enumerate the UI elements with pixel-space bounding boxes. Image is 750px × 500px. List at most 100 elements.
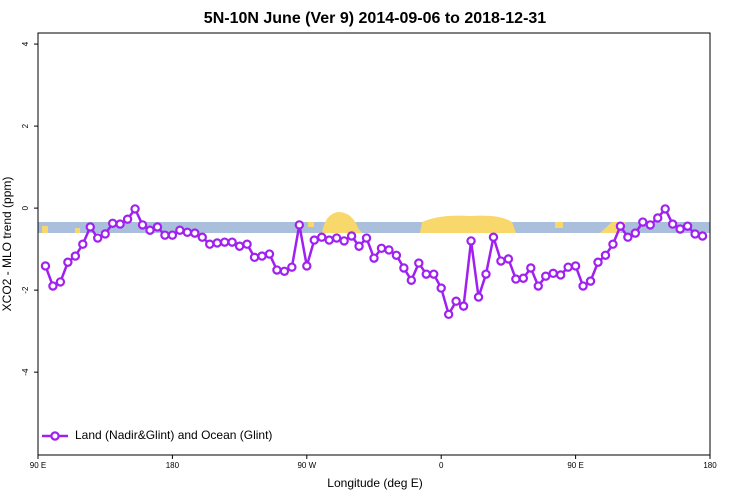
data-point [107,218,118,228]
x-axis-label: Longitude (deg E) [327,476,422,490]
data-point [130,204,140,214]
data-point [40,261,51,271]
data-point [541,271,551,281]
data-point [682,221,693,231]
data-point [242,239,252,249]
data-point [376,243,387,254]
data-point [339,236,349,246]
data-point [443,309,454,320]
data-point [294,220,305,230]
data-point [175,225,185,235]
data-point [421,269,431,279]
y-axis-label: XCO2 - MLO trend (ppm) [0,177,14,312]
data-point [451,296,461,306]
data-point [623,232,633,242]
data-point [630,228,641,238]
data-point [414,258,424,268]
data-point [608,239,618,249]
data-point [205,239,215,249]
data-point [70,251,81,261]
data-point [496,256,506,266]
data-point [279,266,290,276]
data-point [257,251,267,261]
y-tick-label: 2 [21,123,30,128]
chart-title: 5N-10N June (Ver 9) 2014-09-06 to 2018-1… [204,10,547,27]
y-tick-label: 4 [21,41,30,46]
data-point [690,229,700,239]
data-point [667,219,678,229]
data-point [219,237,230,247]
data-point [317,232,327,242]
data-point [249,252,260,263]
data-point [638,217,648,227]
data-point [384,245,394,255]
data-point [122,214,133,224]
data-point [324,235,334,245]
x-tick-label: 180 [703,461,717,470]
data-point [466,236,476,246]
data-point [234,241,245,251]
data-point [346,231,357,241]
data-point [585,276,596,286]
data-point [488,232,499,242]
data-point [653,213,663,223]
data-point [272,265,282,275]
x-tick-label: 90 E [30,461,46,470]
data-point [503,254,514,264]
data-point [137,220,148,230]
data-point [309,235,319,245]
data-point [518,273,529,283]
data-point [302,261,312,271]
data-point [78,239,88,249]
data-point [354,241,364,251]
data-point [570,261,581,271]
data-point [145,225,155,235]
data-point [578,281,588,291]
x-tick-label: 0 [439,461,444,470]
data-point [264,249,275,259]
x-tick-label: 180 [166,461,180,470]
data-point [190,228,200,238]
y-tick-label: 0 [21,205,30,210]
data-point [167,230,178,240]
x-tick-label: 90 E [567,461,583,470]
data-point [331,233,342,243]
data-point [548,268,558,279]
data-point [287,262,297,272]
data-point [182,227,193,238]
data-point [152,222,163,232]
data-point [473,292,484,302]
data-point [697,231,708,241]
data-point [458,301,469,311]
legend-marker [50,431,60,441]
data-point [212,238,222,248]
data-point [429,269,439,279]
data-point [63,257,73,267]
data-point [660,204,670,214]
y-tick-label: -4 [21,368,30,376]
data-point [600,250,611,260]
data-point [555,270,566,280]
data-point [533,281,543,291]
data-point [369,253,379,263]
data-point [48,281,58,291]
data-point [526,263,536,273]
data-point [85,222,95,232]
data-point [399,263,409,273]
data-point [675,224,685,234]
data-point [160,230,170,240]
data-point [481,269,491,279]
legend-label: Land (Nadir&Glint) and Ocean (Glint) [75,428,272,442]
data-point [115,219,125,229]
data-point [645,220,655,230]
data-point [93,233,103,243]
data-point [593,257,603,267]
data-point [197,232,207,242]
data-point [361,233,372,243]
data-point [391,250,402,260]
y-tick-label: -2 [21,286,30,294]
data-point [227,237,237,247]
data-point [406,275,417,285]
plot-frame [37,32,711,456]
